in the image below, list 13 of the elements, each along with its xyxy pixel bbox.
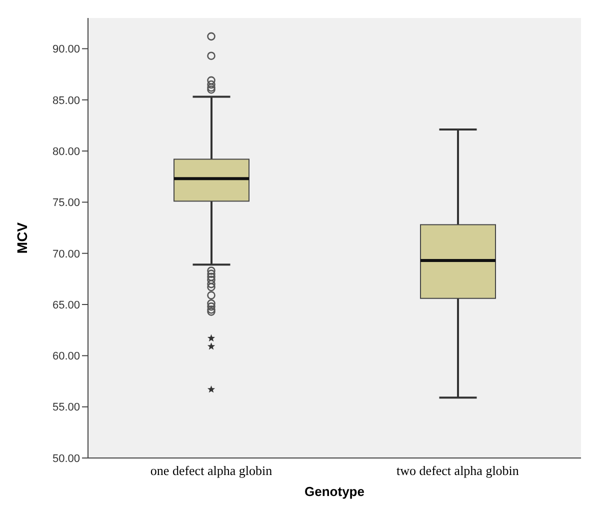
y-tick-label: 80.00: [52, 146, 80, 158]
y-tick-label: 70.00: [52, 248, 80, 260]
x-tick-label: two defect alpha globin: [396, 463, 520, 478]
y-tick-label: 50.00: [52, 452, 80, 465]
x-tick-label: one defect alpha globin: [150, 463, 273, 478]
y-tick-label: 85.00: [52, 94, 80, 107]
y-tick-label: 75.00: [52, 197, 80, 210]
y-tick-label: 65.00: [52, 299, 80, 312]
x-axis-title: Genotype: [304, 484, 364, 499]
y-tick-label: 55.00: [52, 402, 80, 414]
y-tick-label: 90.00: [52, 44, 80, 56]
y-tick-label: 60.00: [52, 350, 80, 363]
y-axis-title: MCV: [14, 222, 30, 254]
